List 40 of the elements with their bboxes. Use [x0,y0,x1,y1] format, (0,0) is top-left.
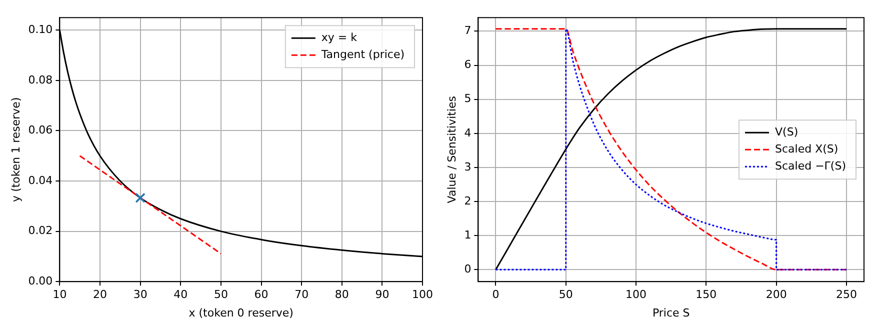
y-tick-label: 6 [464,58,472,72]
x-tick-label: 150 [696,288,717,302]
x-tick-label: 30 [133,288,148,302]
legend-label: V(S) [775,125,798,138]
y-tick-label: 5 [464,92,472,106]
x-tick-label: 100 [412,288,433,302]
y-tick-label: 0.00 [28,274,53,288]
legend-label: Scaled X(S) [775,142,838,156]
x-tick-label: 80 [334,288,349,302]
x-axis-title: x (token 0 reserve) [188,306,294,320]
x-axis-title: Price S [652,306,690,320]
x-tick-label: 10 [52,288,67,302]
y-tick-label: 0.10 [28,23,53,36]
x-tick-label: 50 [558,288,573,302]
x-tick-label: 200 [766,288,787,302]
y-tick-label: 3 [464,160,472,174]
y-tick-label: 0 [464,262,472,276]
y-tick-label: 0.04 [28,174,53,187]
legend-label: Scaled −Γ(S) [775,159,846,172]
x-tick-label: 0 [492,288,500,302]
y-tick-label: 1 [464,228,472,242]
y-tick-label: 0.06 [28,124,53,137]
y-tick-label: 7 [464,24,472,38]
y-tick-label: 0.08 [28,73,53,86]
x-tick-label: 70 [294,288,309,302]
x-tick-label: 20 [93,288,108,302]
x-tick-label: 40 [174,288,188,302]
x-tick-label: 250 [836,288,857,302]
legend-label: xy = k [321,30,358,44]
line-series [494,28,848,270]
x-tick-label: 100 [626,288,647,302]
y-tick-label: 0.02 [28,224,53,238]
y-tick-label: 2 [464,194,472,208]
y-axis-title: y (token 1 reserve) [9,97,22,202]
x-tick-label: 90 [375,288,390,302]
legend-label: Tangent (price) [320,48,405,61]
x-tick-label: 50 [214,288,228,302]
y-axis-title: Value / Sensitivities [445,96,458,204]
y-tick-label: 4 [464,126,472,140]
x-tick-label: 60 [254,288,268,302]
